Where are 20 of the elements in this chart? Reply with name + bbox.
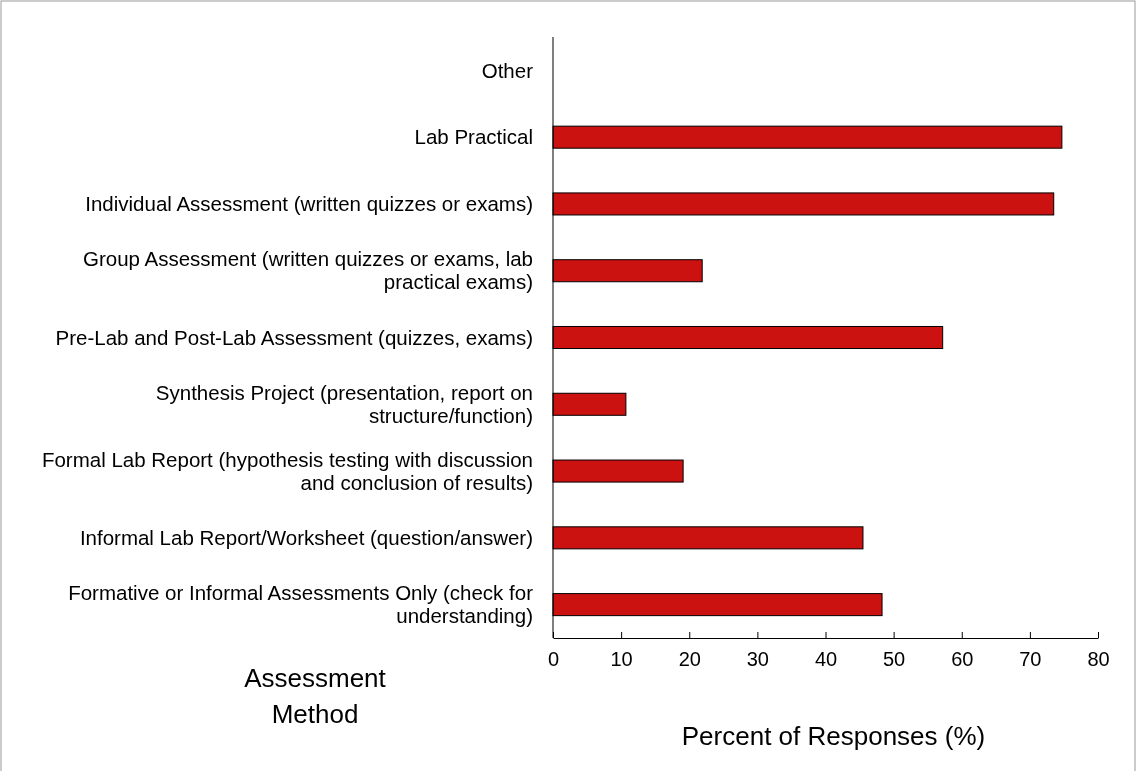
y-tick-label: Formal Lab Report (hypothesis testing with discussion and conclusion of results)	[41, 447, 533, 494]
x-tick-label: 50	[883, 648, 906, 671]
x-tick-label: 40	[814, 648, 838, 671]
x-axis-title: Percent of Responses (%)	[681, 721, 986, 751]
x-tick-label: 70	[1019, 648, 1042, 671]
x-tick-label: 0	[547, 648, 560, 671]
y-tick-label: Formative or Informal Assessments Only (check for understanding)	[68, 581, 534, 628]
y-tick-label: Informal Lab Report/Worksheet (question/answer)	[79, 526, 533, 550]
y-tick-label: Lab Practical	[414, 125, 533, 149]
x-tick-label: 60	[951, 648, 974, 671]
x-tick-label: 10	[610, 648, 633, 671]
y-tick-label: Individual Assessment (written quizzes or exams)	[85, 192, 533, 216]
y-tick-label: Other	[481, 58, 534, 82]
y-tick-label: Group Assessment (written quizzes or exams, lab practical exams)	[82, 247, 533, 294]
x-tick-label: 20	[678, 648, 701, 671]
x-tick-label: 80	[1087, 648, 1110, 671]
y-tick-label: Synthesis Project (presentation, report on structure/function)	[155, 380, 533, 427]
y-axis-title: Assessment Method	[244, 663, 387, 729]
x-tick-label: 30	[746, 648, 769, 671]
y-tick-label: Pre-Lab and Post-Lab Assessment (quizzes, exams)	[55, 325, 533, 349]
